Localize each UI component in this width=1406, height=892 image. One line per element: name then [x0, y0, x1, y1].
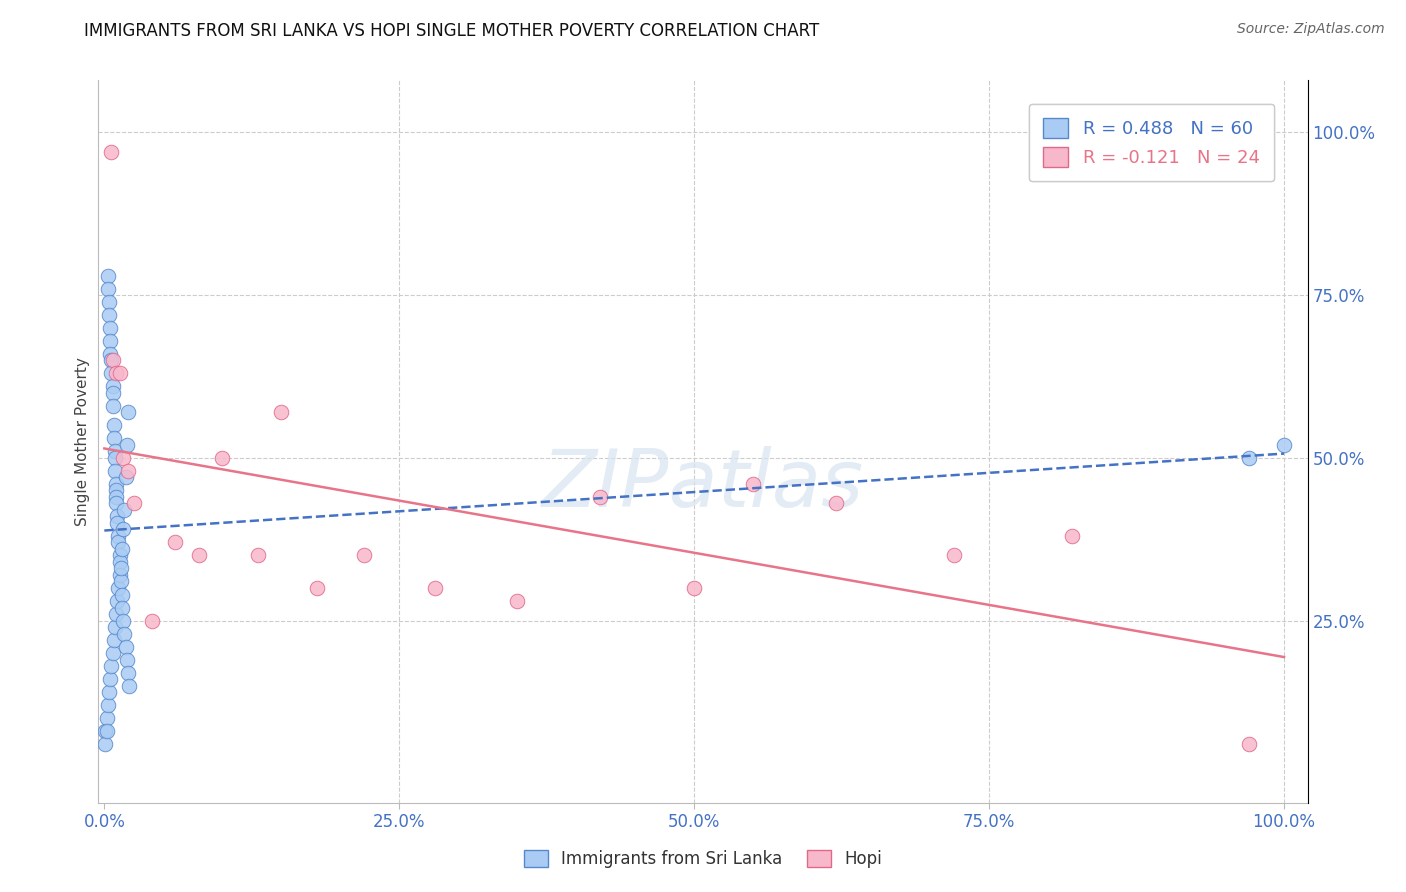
Point: [104, 450, 127, 465]
Point: [105, 516, 128, 530]
Point: [98, 672, 121, 686]
Point: [1060, 529, 1083, 543]
Legend: R = 0.488   N = 60, R = -0.121   N = 24: R = 0.488 N = 60, R = -0.121 N = 24: [1029, 103, 1274, 181]
Point: [114, 470, 136, 484]
Point: [104, 444, 127, 458]
Point: [742, 476, 765, 491]
Point: [589, 490, 612, 504]
Point: [112, 614, 135, 628]
Point: [101, 399, 124, 413]
Point: [110, 574, 132, 589]
Point: [111, 587, 134, 601]
Point: [110, 561, 132, 575]
Point: [117, 464, 139, 478]
Point: [97, 282, 120, 296]
Point: [101, 646, 124, 660]
Point: [1272, 438, 1295, 452]
Point: [105, 476, 128, 491]
Point: [111, 600, 134, 615]
Point: [98, 334, 121, 348]
Point: [108, 549, 131, 563]
Point: [101, 353, 124, 368]
Point: [187, 549, 209, 563]
Y-axis label: Single Mother Poverty: Single Mother Poverty: [75, 357, 90, 526]
Point: [97, 698, 120, 713]
Point: [107, 581, 129, 595]
Point: [122, 496, 145, 510]
Point: [105, 594, 128, 608]
Point: [115, 652, 138, 666]
Point: [108, 568, 131, 582]
Point: [98, 346, 121, 360]
Point: [246, 549, 269, 563]
Point: [112, 523, 135, 537]
Point: [100, 353, 122, 368]
Point: [118, 679, 141, 693]
Point: [101, 385, 124, 400]
Point: [98, 320, 121, 334]
Point: [108, 555, 131, 569]
Point: [98, 308, 121, 322]
Legend: Immigrants from Sri Lanka, Hopi: Immigrants from Sri Lanka, Hopi: [517, 843, 889, 875]
Point: [103, 418, 125, 433]
Point: [111, 541, 134, 556]
Point: [105, 366, 128, 380]
Point: [100, 366, 122, 380]
Point: [1237, 737, 1260, 751]
Point: [105, 607, 128, 621]
Point: [105, 509, 128, 524]
Point: [100, 659, 122, 673]
Point: [305, 581, 328, 595]
Point: [117, 665, 139, 680]
Text: Source: ZipAtlas.com: Source: ZipAtlas.com: [1237, 22, 1385, 37]
Point: [107, 535, 129, 549]
Point: [270, 405, 292, 419]
Point: [105, 496, 128, 510]
Point: [112, 503, 135, 517]
Point: [506, 594, 529, 608]
Point: [105, 490, 128, 504]
Point: [94, 724, 117, 739]
Point: [98, 685, 121, 699]
Point: [112, 626, 135, 640]
Point: [96, 711, 118, 725]
Point: [683, 581, 706, 595]
Point: [141, 614, 163, 628]
Point: [103, 633, 125, 648]
Point: [423, 581, 446, 595]
Point: [104, 464, 127, 478]
Point: [98, 294, 121, 309]
Point: [103, 431, 125, 445]
Point: [94, 737, 117, 751]
Point: [104, 620, 127, 634]
Point: [101, 379, 124, 393]
Point: [105, 483, 128, 498]
Point: [824, 496, 846, 510]
Point: [211, 450, 233, 465]
Point: [114, 640, 136, 654]
Text: ZIPatlas: ZIPatlas: [541, 446, 865, 524]
Point: [96, 724, 118, 739]
Point: [108, 366, 131, 380]
Text: IMMIGRANTS FROM SRI LANKA VS HOPI SINGLE MOTHER POVERTY CORRELATION CHART: IMMIGRANTS FROM SRI LANKA VS HOPI SINGLE…: [84, 22, 820, 40]
Point: [112, 450, 135, 465]
Point: [165, 535, 187, 549]
Point: [942, 549, 965, 563]
Point: [1237, 450, 1260, 465]
Point: [115, 438, 138, 452]
Point: [117, 405, 139, 419]
Point: [97, 268, 120, 283]
Point: [100, 145, 122, 159]
Point: [107, 529, 129, 543]
Point: [353, 549, 375, 563]
